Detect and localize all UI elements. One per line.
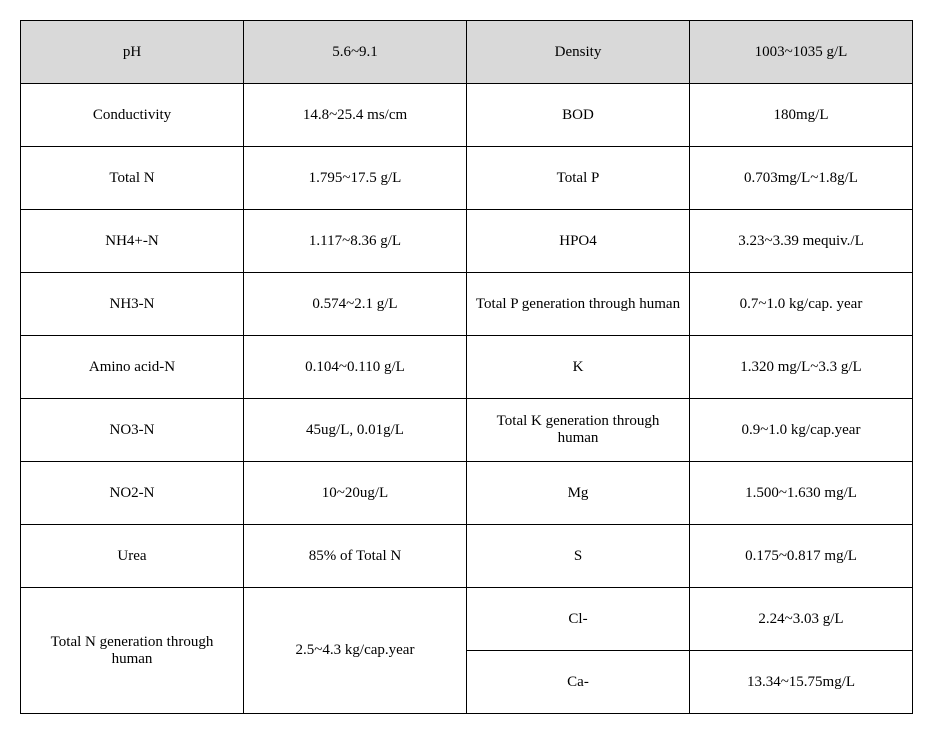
table-row: NO3-N 45ug/L, 0.01g/L Total K generation… [21, 399, 913, 462]
param-value: 3.23~3.39 mequiv./L [690, 210, 913, 273]
param-value: 0.703mg/L~1.8g/L [690, 147, 913, 210]
param-value: 2.5~4.3 kg/cap.year [244, 588, 467, 714]
param-value: 1.320 mg/L~3.3 g/L [690, 336, 913, 399]
table-row: NH4+-N 1.117~8.36 g/L HPO4 3.23~3.39 meq… [21, 210, 913, 273]
table-row: Conductivity 14.8~25.4 ms/cm BOD 180mg/L [21, 84, 913, 147]
param-name: NO3-N [21, 399, 244, 462]
table-row: NO2-N 10~20ug/L Mg 1.500~1.630 mg/L [21, 462, 913, 525]
param-name: Cl- [467, 588, 690, 651]
param-name: Ca- [467, 651, 690, 714]
properties-table: pH 5.6~9.1 Density 1003~1035 g/L Conduct… [20, 20, 913, 714]
table-row: Urea 85% of Total N S 0.175~0.817 mg/L [21, 525, 913, 588]
header-cell: 5.6~9.1 [244, 21, 467, 84]
param-value: 1.795~17.5 g/L [244, 147, 467, 210]
param-value: 1.117~8.36 g/L [244, 210, 467, 273]
param-value: 1.500~1.630 mg/L [690, 462, 913, 525]
param-value: 0.574~2.1 g/L [244, 273, 467, 336]
table-row: NH3-N 0.574~2.1 g/L Total P generation t… [21, 273, 913, 336]
table-row: Total N generation through human 2.5~4.3… [21, 588, 913, 651]
param-value: 85% of Total N [244, 525, 467, 588]
param-name: S [467, 525, 690, 588]
param-name: Amino acid-N [21, 336, 244, 399]
param-name: Total K generation through human [467, 399, 690, 462]
param-name: Total P generation through human [467, 273, 690, 336]
param-name: NO2-N [21, 462, 244, 525]
param-value: 45ug/L, 0.01g/L [244, 399, 467, 462]
param-name: Mg [467, 462, 690, 525]
param-value: 0.7~1.0 kg/cap. year [690, 273, 913, 336]
param-name: HPO4 [467, 210, 690, 273]
table-row: Total N 1.795~17.5 g/L Total P 0.703mg/L… [21, 147, 913, 210]
param-name: Total N [21, 147, 244, 210]
param-value: 13.34~15.75mg/L [690, 651, 913, 714]
param-name: K [467, 336, 690, 399]
header-cell: Density [467, 21, 690, 84]
param-value: 14.8~25.4 ms/cm [244, 84, 467, 147]
param-value: 0.9~1.0 kg/cap.year [690, 399, 913, 462]
param-value: 180mg/L [690, 84, 913, 147]
param-name: Conductivity [21, 84, 244, 147]
header-row: pH 5.6~9.1 Density 1003~1035 g/L [21, 21, 913, 84]
header-cell: pH [21, 21, 244, 84]
param-name: BOD [467, 84, 690, 147]
param-name: Total N generation through human [21, 588, 244, 714]
param-value: 2.24~3.03 g/L [690, 588, 913, 651]
param-name: NH4+-N [21, 210, 244, 273]
param-value: 10~20ug/L [244, 462, 467, 525]
param-name: Urea [21, 525, 244, 588]
table-row: Amino acid-N 0.104~0.110 g/L K 1.320 mg/… [21, 336, 913, 399]
param-name: Total P [467, 147, 690, 210]
param-value: 0.104~0.110 g/L [244, 336, 467, 399]
param-value: 0.175~0.817 mg/L [690, 525, 913, 588]
header-cell: 1003~1035 g/L [690, 21, 913, 84]
param-name: NH3-N [21, 273, 244, 336]
